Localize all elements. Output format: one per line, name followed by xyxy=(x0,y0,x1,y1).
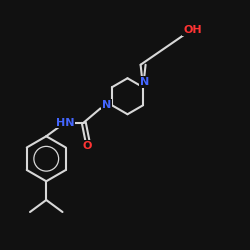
Text: N: N xyxy=(140,77,149,87)
Text: N: N xyxy=(102,100,112,110)
Text: OH: OH xyxy=(183,25,202,35)
Text: O: O xyxy=(83,141,92,151)
Text: HN: HN xyxy=(56,118,74,128)
